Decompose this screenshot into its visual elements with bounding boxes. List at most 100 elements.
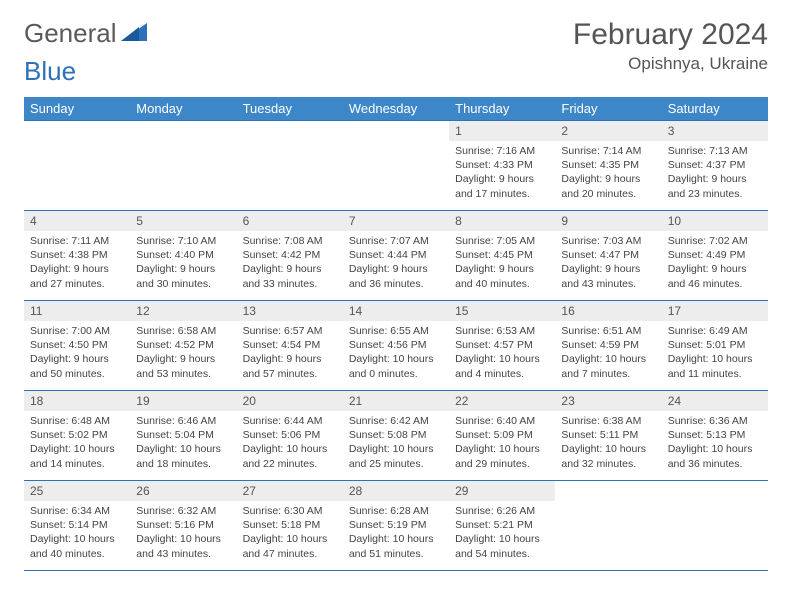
- sunset-line: Sunset: 5:01 PM: [668, 339, 746, 351]
- calendar-table: SundayMondayTuesdayWednesdayThursdayFrid…: [24, 97, 768, 571]
- day-number: 14: [343, 301, 449, 321]
- daylight-line: Daylight: 9 hours and 50 minutes.: [30, 353, 109, 379]
- day-details: Sunrise: 6:49 AMSunset: 5:01 PMDaylight:…: [662, 321, 768, 387]
- day-details: Sunrise: 7:08 AMSunset: 4:42 PMDaylight:…: [237, 231, 343, 297]
- day-details: Sunrise: 6:57 AM Sunset: 4:54 PM Daylight:…: [237, 321, 343, 387]
- day-details: Sunrise: 6:42 AMSunset: 5:08 PMDaylight:…: [343, 411, 449, 477]
- calendar-cell: .: [555, 481, 661, 571]
- daylight-line: Daylight: 10 hours and 7 minutes.: [561, 353, 646, 379]
- daylight-line: Daylight: 10 hours and 40 minutes.: [30, 533, 115, 559]
- calendar-cell: .: [24, 121, 130, 211]
- day-number: 11: [24, 301, 130, 321]
- daylight-line: Daylight: 10 hours and 0 minutes.: [349, 353, 434, 379]
- day-number: 4: [24, 211, 130, 231]
- calendar-row: 11Sunrise: 7:00 AMSunset: 4:50 PMDayligh…: [24, 301, 768, 391]
- daylight-line: Daylight: 9 hours and 23 minutes.: [668, 173, 747, 199]
- day-number: 18: [24, 391, 130, 411]
- day-details: Sunrise: 7:05 AMSunset: 4:45 PMDaylight:…: [449, 231, 555, 297]
- sunset-line: Sunset: 4:42 PM: [243, 249, 321, 261]
- day-details: Sunrise: 7:13 AM Sunset: 4:37 PM Daylight:…: [662, 141, 768, 207]
- logo: General: [24, 18, 149, 49]
- day-header: Monday: [130, 97, 236, 121]
- sunrise-line: Sunrise: 7:10 AM: [136, 235, 216, 247]
- sunrise-line: Sunrise: 6:26 AM: [455, 505, 535, 517]
- sunset-line: Sunset: 4:52 PM: [136, 339, 214, 351]
- day-number: 25: [24, 481, 130, 501]
- calendar-cell: 6Sunrise: 7:08 AMSunset: 4:42 PMDaylight…: [237, 211, 343, 301]
- sunrise-line: Sunrise: 7:03 AM: [561, 235, 641, 247]
- title-block: February 2024 Opishnya, Ukraine: [573, 18, 768, 74]
- calendar-cell: 2Sunrise: 7:14 AMSunset: 4:35 PMDaylight…: [555, 121, 661, 211]
- calendar-cell: 11Sunrise: 7:00 AMSunset: 4:50 PMDayligh…: [24, 301, 130, 391]
- day-header: Friday: [555, 97, 661, 121]
- day-number: 27: [237, 481, 343, 501]
- sunrise-line: Sunrise: 6:40 AM: [455, 415, 535, 427]
- sunset-line: Sunset: 5:06 PM: [243, 429, 321, 441]
- day-details: Sunrise: 6:32 AMSunset: 5:16 PMDaylight:…: [130, 501, 236, 567]
- sunrise-line: Sunrise: 6:58 AM: [136, 325, 216, 337]
- day-number: 23: [555, 391, 661, 411]
- daylight-line: Daylight: 10 hours and 25 minutes.: [349, 443, 434, 469]
- calendar-body: ....1Sunrise: 7:16 AMSunset: 4:33 PMDayl…: [24, 121, 768, 571]
- daylight-line: Daylight: 9 hours and 46 minutes.: [668, 263, 747, 289]
- daylight-line: Daylight: 9 hours and 33 minutes.: [243, 263, 322, 289]
- sunset-line: Sunset: 5:21 PM: [455, 519, 533, 531]
- day-details: Sunrise: 7:07 AMSunset: 4:44 PMDaylight:…: [343, 231, 449, 297]
- sunset-line: Sunset: 5:14 PM: [30, 519, 108, 531]
- day-details: Sunrise: 6:51 AMSunset: 4:59 PMDaylight:…: [555, 321, 661, 387]
- calendar-header-row: SundayMondayTuesdayWednesdayThursdayFrid…: [24, 97, 768, 121]
- daylight-line: Daylight: 9 hours and 57 minutes.: [243, 353, 322, 379]
- day-details: Sunrise: 6:40 AMSunset: 5:09 PMDaylight:…: [449, 411, 555, 477]
- sunrise-line: Sunrise: 6:36 AM: [668, 415, 748, 427]
- day-header: Thursday: [449, 97, 555, 121]
- calendar-cell: 13Sunrise: 6:57 AMSunset: 4:54 PMDayligh…: [237, 301, 343, 391]
- sunset-line: Sunset: 4:38 PM: [30, 249, 108, 261]
- day-number: 9: [555, 211, 661, 231]
- calendar-row: 25Sunrise: 6:34 AMSunset: 5:14 PMDayligh…: [24, 481, 768, 571]
- day-number: 10: [662, 211, 768, 231]
- calendar-cell: 9Sunrise: 7:03 AMSunset: 4:47 PMDaylight…: [555, 211, 661, 301]
- sunset-line: Sunset: 4:33 PM: [455, 159, 533, 171]
- calendar-cell: .: [343, 121, 449, 211]
- sunrise-line: Sunrise: 6:32 AM: [136, 505, 216, 517]
- day-number: 20: [237, 391, 343, 411]
- calendar-cell: 12Sunrise: 6:58 AMSunset: 4:52 PMDayligh…: [130, 301, 236, 391]
- daylight-line: Daylight: 10 hours and 4 minutes.: [455, 353, 540, 379]
- day-number: 2: [555, 121, 661, 141]
- day-details: Sunrise: 6:58 AMSunset: 4:52 PMDaylight:…: [130, 321, 236, 387]
- calendar-cell: 29Sunrise: 6:26 AMSunset: 5:21 PMDayligh…: [449, 481, 555, 571]
- day-number: 6: [237, 211, 343, 231]
- sunset-line: Sunset: 4:40 PM: [136, 249, 214, 261]
- day-header: Wednesday: [343, 97, 449, 121]
- daylight-line: Daylight: 9 hours and 40 minutes.: [455, 263, 534, 289]
- day-details: Sunrise: 6:36 AMSunset: 5:13 PMDaylight:…: [662, 411, 768, 477]
- sunrise-line: Sunrise: 7:13 AM: [668, 145, 748, 157]
- sunset-line: Sunset: 4:37 PM: [668, 159, 746, 171]
- day-number: 3: [662, 121, 768, 141]
- sunset-line: Sunset: 5:04 PM: [136, 429, 214, 441]
- sunrise-line: Sunrise: 6:57 AM: [243, 325, 323, 337]
- sunset-line: Sunset: 4:54 PM: [243, 339, 321, 351]
- calendar-cell: 23Sunrise: 6:38 AMSunset: 5:11 PMDayligh…: [555, 391, 661, 481]
- sunset-line: Sunset: 4:56 PM: [349, 339, 427, 351]
- calendar-row: 4Sunrise: 7:11 AMSunset: 4:38 PMDaylight…: [24, 211, 768, 301]
- sunset-line: Sunset: 5:18 PM: [243, 519, 321, 531]
- logo-text-blue: Blue: [24, 56, 76, 87]
- calendar-cell: 22Sunrise: 6:40 AMSunset: 5:09 PMDayligh…: [449, 391, 555, 481]
- day-number: 1: [449, 121, 555, 141]
- calendar-cell: 7Sunrise: 7:07 AMSunset: 4:44 PMDaylight…: [343, 211, 449, 301]
- day-details: Sunrise: 6:34 AMSunset: 5:14 PMDaylight:…: [24, 501, 130, 567]
- logo-triangle-icon: [121, 21, 147, 46]
- daylight-line: Daylight: 9 hours and 27 minutes.: [30, 263, 109, 289]
- calendar-cell: 24Sunrise: 6:36 AMSunset: 5:13 PMDayligh…: [662, 391, 768, 481]
- day-number: 29: [449, 481, 555, 501]
- daylight-line: Daylight: 9 hours and 43 minutes.: [561, 263, 640, 289]
- calendar-cell: 21Sunrise: 6:42 AMSunset: 5:08 PMDayligh…: [343, 391, 449, 481]
- sunrise-line: Sunrise: 6:44 AM: [243, 415, 323, 427]
- day-header: Tuesday: [237, 97, 343, 121]
- daylight-line: Daylight: 10 hours and 18 minutes.: [136, 443, 221, 469]
- calendar-cell: .: [662, 481, 768, 571]
- calendar-cell: 8Sunrise: 7:05 AMSunset: 4:45 PMDaylight…: [449, 211, 555, 301]
- sunrise-line: Sunrise: 7:16 AM: [455, 145, 535, 157]
- calendar-cell: 10Sunrise: 7:02 AMSunset: 4:49 PMDayligh…: [662, 211, 768, 301]
